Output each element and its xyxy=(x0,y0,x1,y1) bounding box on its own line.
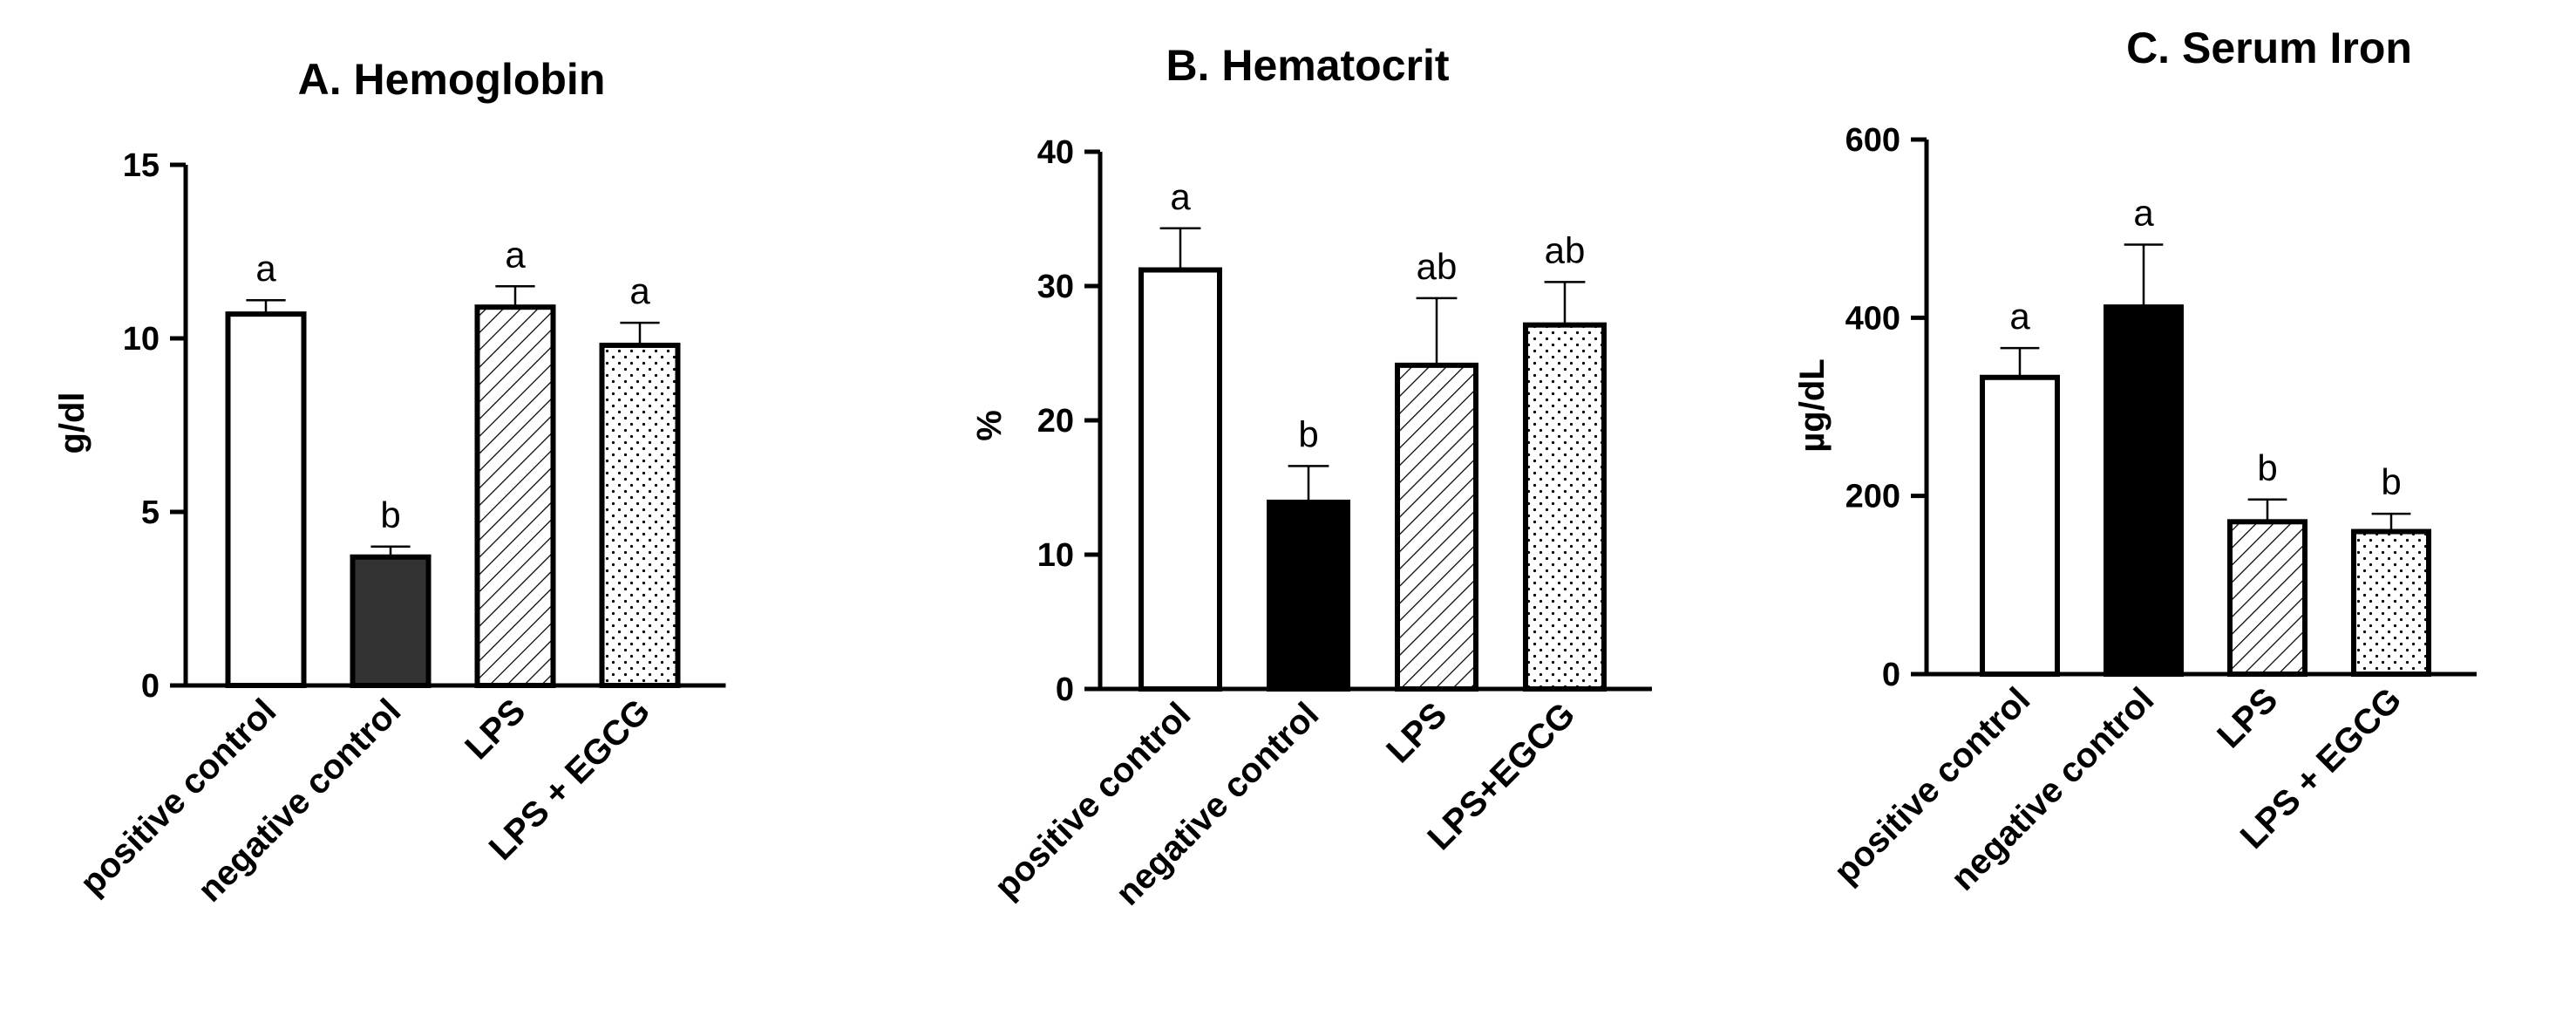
chart-title: A. Hemoglobin xyxy=(298,55,606,104)
bar xyxy=(350,554,432,688)
x-tick-label: negative control xyxy=(1944,680,2162,898)
bar xyxy=(225,311,307,688)
significance-letter: a xyxy=(1170,176,1191,217)
significance-letter: a xyxy=(629,270,650,311)
bar xyxy=(1395,362,1478,692)
x-tick-label: LPS xyxy=(458,692,533,767)
significance-letter: a xyxy=(255,248,276,289)
y-tick-label: 30 xyxy=(1037,269,1074,305)
significance-letter: b xyxy=(2381,461,2401,502)
y-axis-label: % xyxy=(970,410,1009,441)
y-tick-label: 20 xyxy=(1037,403,1074,440)
bar xyxy=(1138,267,1222,692)
significance-letter: ab xyxy=(1545,229,1586,270)
significance-letter: a xyxy=(2009,296,2030,337)
bar xyxy=(1523,322,1607,692)
bar xyxy=(1980,374,2060,677)
significance-letter: ab xyxy=(1417,246,1458,287)
y-tick-label: 0 xyxy=(1882,657,1900,693)
y-axis-label: g/dl xyxy=(53,392,92,453)
y-tick-label: 5 xyxy=(141,494,160,531)
panel-serum-iron: C. Serum Iron µg/dL 0200400600apositive … xyxy=(1793,24,2477,898)
y-axis-label: µg/dL xyxy=(1793,358,1832,452)
bar xyxy=(2351,528,2431,677)
bar xyxy=(1267,499,1350,692)
bar xyxy=(599,342,681,688)
x-tick-label: LPS xyxy=(2210,680,2285,755)
bar xyxy=(2227,519,2308,677)
significance-letter: a xyxy=(505,234,526,275)
y-tick-label: 400 xyxy=(1845,300,1900,337)
significance-letter: b xyxy=(1298,413,1318,454)
y-tick-label: 0 xyxy=(1056,672,1074,708)
y-tick-label: 10 xyxy=(123,321,160,358)
chart-title: C. Serum Iron xyxy=(2126,24,2412,72)
y-tick-label: 200 xyxy=(1845,479,1900,515)
bar xyxy=(474,304,556,688)
y-tick-label: 0 xyxy=(141,668,160,705)
y-tick-label: 15 xyxy=(123,147,160,184)
significance-letter: b xyxy=(2257,447,2277,488)
x-tick-label: LPS xyxy=(1379,695,1454,770)
y-tick-label: 10 xyxy=(1037,537,1074,574)
bar xyxy=(2104,304,2184,677)
significance-letter: a xyxy=(2133,193,2154,234)
significance-letter: b xyxy=(380,494,400,535)
y-tick-label: 40 xyxy=(1037,134,1074,171)
y-tick-label: 600 xyxy=(1845,122,1900,159)
chart-title: B. Hematocrit xyxy=(1166,41,1449,90)
